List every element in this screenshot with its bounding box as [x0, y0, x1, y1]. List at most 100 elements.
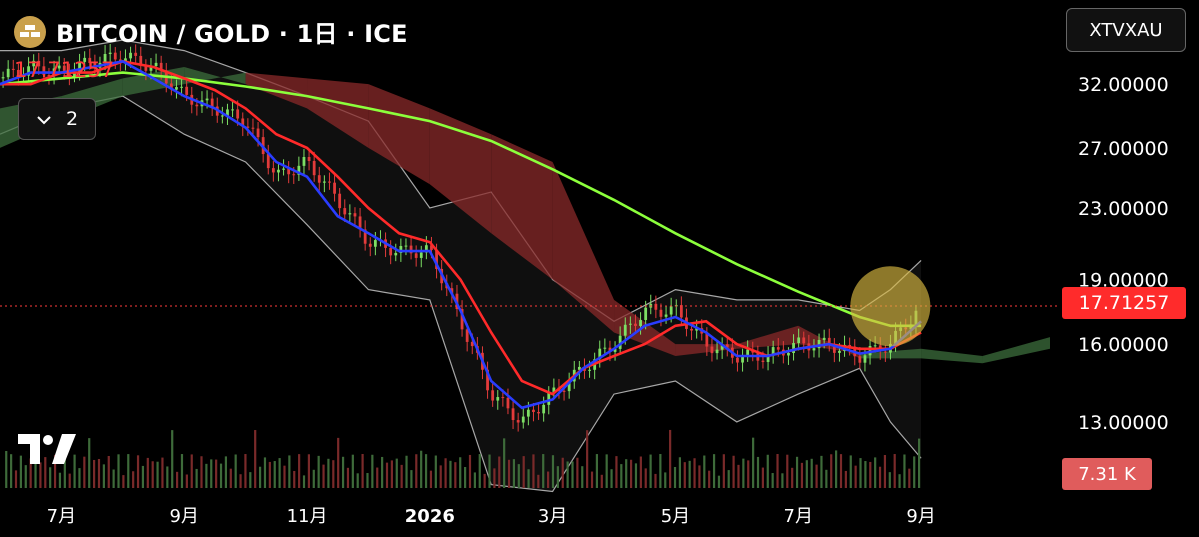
candle-body: [470, 341, 474, 347]
volume-bar: [546, 471, 550, 488]
volume-bar: [146, 457, 149, 488]
candle-body: [78, 61, 81, 72]
candle-body: [27, 66, 30, 76]
candle-body: [108, 52, 112, 54]
symbol-button[interactable]: XTVXAU: [1066, 8, 1186, 52]
volume-bar: [532, 454, 535, 488]
volume-bar: [263, 457, 267, 488]
volume-bar: [581, 466, 584, 488]
volume-bar: [298, 454, 301, 488]
volume-bar: [722, 454, 725, 488]
candle-body: [149, 66, 153, 71]
volume-bar: [307, 454, 310, 488]
volume-bar: [332, 460, 335, 488]
volume-bar: [127, 454, 130, 488]
candle-body: [603, 347, 607, 349]
candle-body: [873, 345, 877, 347]
volume-bar: [63, 454, 66, 488]
price-tick-label: 19.00000: [1078, 270, 1169, 292]
candle-body: [817, 339, 821, 349]
volume-bar: [698, 465, 701, 488]
time-tick-label: 7月: [47, 506, 76, 527]
candle-body: [608, 347, 612, 352]
candle-body: [103, 53, 107, 63]
candle-body: [797, 337, 801, 344]
candle-body: [175, 87, 178, 90]
volume-bar: [620, 464, 623, 488]
volume-bar: [913, 456, 916, 488]
volume-bar: [625, 459, 628, 488]
volume-bar: [151, 461, 154, 488]
candle-body: [62, 65, 66, 71]
volume-bar: [224, 456, 228, 488]
volume-bar: [122, 475, 125, 488]
volume-bar: [825, 469, 828, 488]
volume-bar: [600, 474, 603, 488]
candle-body: [822, 337, 826, 340]
volume-bar: [571, 461, 574, 488]
volume-bar: [893, 454, 896, 488]
volume-bar: [517, 464, 520, 488]
candle-body: [715, 349, 719, 354]
volume-bar: [512, 459, 516, 488]
volume-bar: [171, 430, 174, 488]
candle-body: [664, 314, 668, 317]
volume-bar: [522, 456, 525, 488]
volume-bar: [58, 472, 62, 488]
volume-bar: [727, 470, 730, 488]
volume-bar: [44, 457, 47, 488]
candle-body: [368, 243, 372, 247]
candle-body: [195, 104, 199, 107]
volume-bar: [395, 458, 398, 488]
candle-body: [542, 404, 546, 414]
volume-bar: [5, 451, 8, 488]
volume-bar: [786, 454, 789, 488]
volume-bar: [361, 454, 364, 488]
volume-bar: [590, 471, 594, 488]
candle-body: [47, 75, 51, 77]
volume-bar: [605, 454, 608, 488]
volume-bar: [688, 460, 691, 488]
candle-body: [144, 65, 148, 71]
bollinger-band-fill: [0, 40, 922, 492]
candle-body: [282, 168, 285, 170]
candle-body: [644, 307, 648, 321]
volume-bar: [771, 473, 774, 488]
volume-bar: [229, 468, 232, 488]
annotation-layer: [0, 266, 1060, 347]
volume-bar: [410, 470, 413, 488]
candle-body: [741, 355, 744, 363]
candle-body: [827, 337, 831, 345]
volume-bar: [527, 469, 530, 488]
volume-bar: [166, 466, 169, 488]
candle-body: [552, 387, 556, 393]
indicator-collapse-button[interactable]: 2: [18, 98, 96, 140]
volume-bar: [649, 454, 652, 488]
candle-body: [588, 369, 591, 371]
cloud-segment: [491, 134, 553, 280]
candle-body: [363, 229, 367, 244]
candle-body: [226, 109, 229, 116]
candle-body: [389, 247, 393, 256]
volume-bar: [747, 460, 750, 488]
volume-bar: [659, 454, 662, 488]
candle-body: [322, 181, 326, 183]
price-tick-label: 27.00000: [1078, 138, 1169, 160]
volume-bar: [327, 458, 330, 488]
cloud-segment: [552, 162, 615, 333]
volume-bar: [283, 465, 286, 488]
candle-body: [705, 333, 709, 347]
price-tick-label: 16.00000: [1078, 334, 1169, 356]
volume-bar: [468, 454, 472, 488]
candle-body: [654, 303, 658, 310]
volume-bar: [268, 461, 271, 488]
price-tick-label: 13.00000: [1078, 412, 1169, 434]
candle-body: [373, 240, 377, 247]
volume-bar: [234, 454, 237, 488]
candle-body: [532, 409, 535, 413]
candle-body: [623, 324, 627, 336]
volume-bars-layer: [5, 429, 921, 488]
candle-body: [832, 344, 836, 353]
candle-body: [567, 381, 571, 392]
